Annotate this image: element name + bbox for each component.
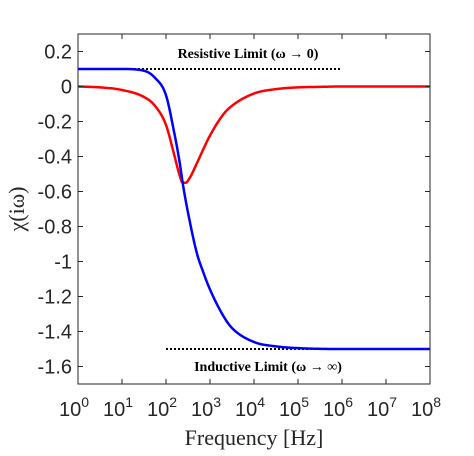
x-tick-label: 100: [59, 394, 89, 421]
resistive-limit-label: Resistive Limit (ω → 0): [178, 47, 319, 62]
inductive-limit-label: Inductive Limit (ω → ∞): [194, 360, 342, 375]
y-tick-label: -1.2: [38, 287, 72, 309]
y-tick-label: -1: [54, 252, 72, 274]
x-tick-label: 107: [367, 394, 397, 421]
y-axis-label: χ(iω): [4, 186, 29, 232]
y-tick-label: -1.6: [38, 357, 72, 379]
series-group: [77, 67, 430, 351]
x-tick-label: 104: [235, 394, 265, 421]
y-tick-label: -0.6: [38, 182, 72, 204]
y-tick-label: -1.4: [38, 322, 72, 344]
y-tick-label: 0: [61, 77, 72, 99]
x-axis: 100 101 102 103 104 105 106 107 108: [59, 34, 441, 421]
series-line-2: [78, 67, 430, 351]
y-axis: 0.2 0 -0.2 -0.4 -0.6 -0.8 -1 -1.2 -1.4 -1.6: [38, 42, 430, 379]
y-tick-label: -0.2: [38, 112, 72, 134]
x-axis-label: Frequency [Hz]: [185, 425, 324, 450]
x-tick-label: 106: [323, 394, 353, 421]
x-tick-label: 103: [191, 394, 221, 421]
x-tick-label: 101: [103, 394, 133, 421]
y-tick-label: -0.8: [38, 217, 72, 239]
x-tick-label: 108: [411, 394, 441, 421]
series-line-1: [77, 85, 430, 184]
y-tick-label: -0.4: [38, 147, 72, 169]
x-tick-label: 105: [279, 394, 309, 421]
x-tick-label: 102: [147, 394, 177, 421]
y-tick-label: 0.2: [44, 42, 72, 64]
